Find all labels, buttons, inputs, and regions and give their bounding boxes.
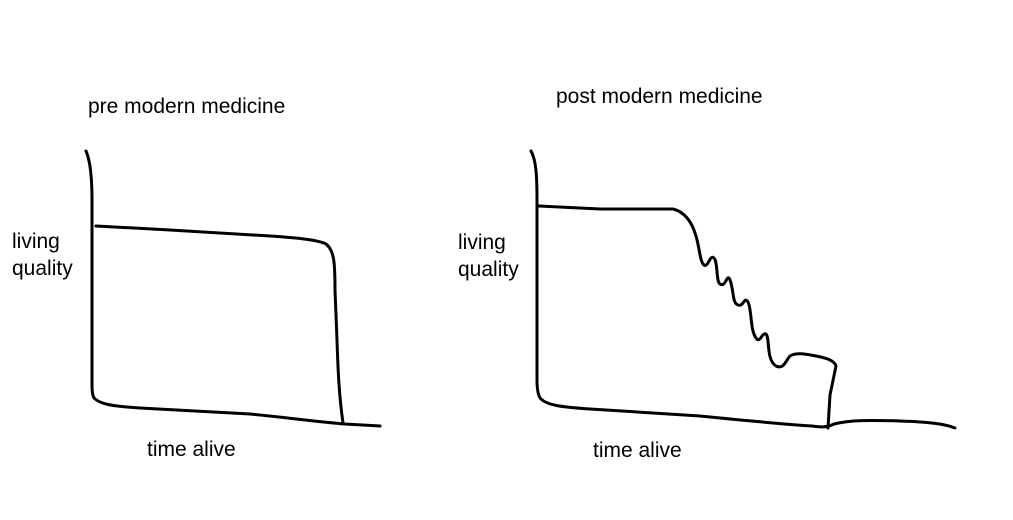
post-modern-panel: post modern medicine living quality time… xyxy=(0,0,763,520)
post-modern-ylabel-line1: living xyxy=(458,231,506,254)
post-modern-title: post modern medicine xyxy=(556,85,763,108)
pre-modern-ylabel: living quality xyxy=(12,228,73,282)
pre-modern-ylabel-line1: living xyxy=(12,230,60,253)
post-modern-xlabel: time alive xyxy=(593,439,682,462)
post-modern-ylabel: living quality xyxy=(458,229,519,283)
post-modern-y-axis xyxy=(529,149,543,401)
post-modern-ylabel-line2: quality xyxy=(458,258,519,281)
pre-modern-quality-curve xyxy=(94,224,345,425)
post-modern-quality-curve xyxy=(537,204,838,430)
pre-modern-x-axis xyxy=(92,396,382,428)
pre-modern-title: pre modern medicine xyxy=(88,95,286,118)
pre-modern-y-axis xyxy=(84,149,96,400)
pre-modern-ylabel-line2: quality xyxy=(12,257,73,280)
pre-modern-xlabel: time alive xyxy=(147,438,236,461)
pre-modern-panel: pre modern medicine living quality time … xyxy=(0,0,506,520)
post-modern-x-axis xyxy=(539,397,957,430)
